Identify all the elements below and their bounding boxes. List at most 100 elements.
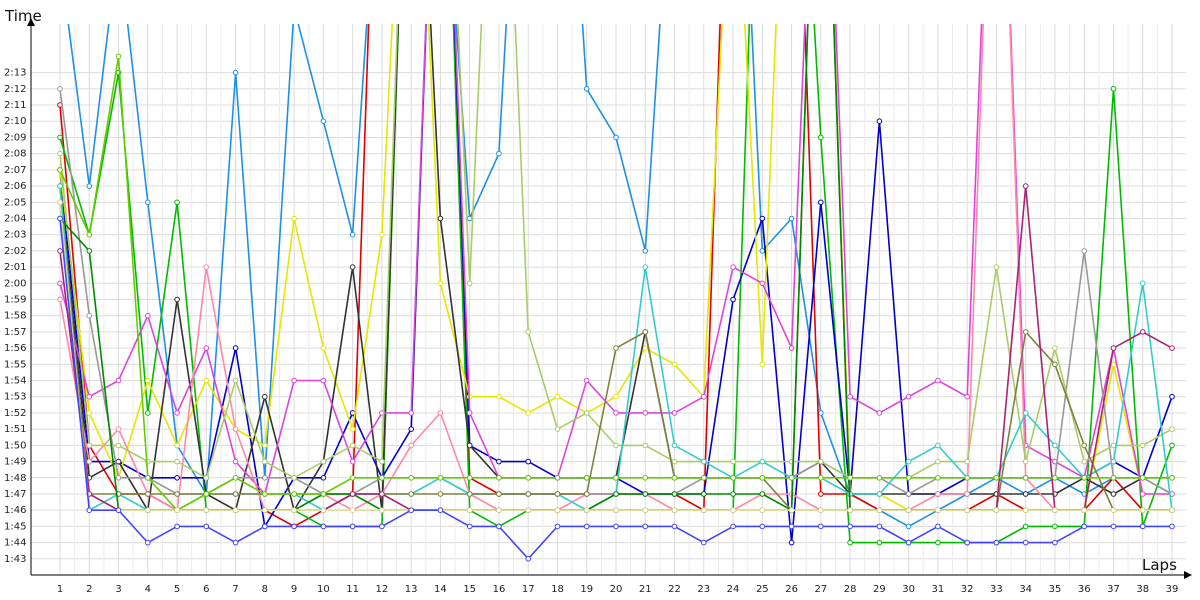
data-point <box>935 377 941 384</box>
data-point <box>86 442 93 449</box>
data-point <box>86 312 93 319</box>
y-tick-label: 1:58 <box>4 311 26 322</box>
data-point <box>466 475 473 481</box>
y-tick-label: 2:00 <box>4 278 26 289</box>
data-point <box>730 491 736 497</box>
x-tick-label: 31 <box>932 584 945 595</box>
x-tick-label: 32 <box>961 584 974 595</box>
data-point <box>174 199 180 206</box>
y-tick-label: 1:53 <box>4 392 26 403</box>
data-point <box>291 523 297 530</box>
data-point <box>818 199 824 206</box>
data-point <box>232 539 239 546</box>
y-tick-label: 1:45 <box>4 521 26 532</box>
data-point <box>1139 507 1146 514</box>
series-17 <box>57 215 1175 562</box>
data-point <box>1022 410 1029 416</box>
data-point <box>379 507 385 514</box>
y-tick-label: 1:48 <box>4 473 26 484</box>
y-tick-label: 1:52 <box>4 408 26 419</box>
data-point <box>437 215 444 222</box>
data-point <box>1022 523 1029 530</box>
data-point <box>262 491 268 497</box>
series-10 <box>57 24 1175 481</box>
data-point <box>876 507 883 514</box>
data-point <box>788 475 795 481</box>
data-point <box>1139 442 1146 449</box>
data-point <box>759 523 766 530</box>
data-point <box>349 442 356 449</box>
data-point <box>759 475 766 481</box>
data-point <box>57 248 63 254</box>
x-tick-label: 19 <box>580 584 593 595</box>
data-point <box>145 507 151 514</box>
data-point <box>408 507 415 514</box>
data-point <box>379 231 385 238</box>
y-tick-label: 1:43 <box>4 554 26 565</box>
data-point <box>818 458 824 465</box>
data-point <box>1052 442 1058 449</box>
data-point <box>115 426 122 432</box>
tick-labels: 1:43 1:44 1:45 1:46 1:47 1:48 1:49 1:50 1:51 1:52… <box>4 68 1178 595</box>
data-point <box>437 507 444 514</box>
data-point <box>145 199 151 206</box>
y-tick-label: 2:09 <box>4 132 26 143</box>
data-point <box>57 183 63 189</box>
data-point <box>642 248 649 254</box>
x-tick-label: 35 <box>1049 584 1062 595</box>
data-point <box>203 523 210 530</box>
data-point <box>964 491 971 497</box>
data-point <box>57 280 63 287</box>
data-point <box>496 458 502 465</box>
data-point <box>86 231 93 238</box>
data-point <box>320 377 327 384</box>
data-point <box>1081 507 1087 514</box>
data-point <box>759 458 766 465</box>
data-point <box>905 475 912 481</box>
data-point <box>1110 345 1117 351</box>
y-tick-label: 2:03 <box>4 230 26 241</box>
axes <box>27 18 1192 579</box>
data-point <box>935 458 941 465</box>
data-point <box>174 507 180 514</box>
data-point <box>232 69 239 76</box>
x-tick-label: 20 <box>610 584 623 595</box>
data-point <box>232 345 239 351</box>
data-point <box>671 491 678 497</box>
data-point <box>671 523 678 530</box>
data-point <box>993 264 1000 270</box>
data-point <box>1110 475 1117 481</box>
data-point <box>1081 442 1087 449</box>
x-tick-label: 16 <box>493 584 506 595</box>
data-point <box>1110 507 1117 514</box>
data-point <box>525 507 532 514</box>
data-point <box>613 410 619 416</box>
data-point <box>57 167 63 173</box>
data-point <box>847 523 853 530</box>
x-tick-label: 37 <box>1107 584 1120 595</box>
data-point <box>905 393 912 400</box>
y-tick-label: 2:06 <box>4 181 26 192</box>
data-point <box>847 539 853 546</box>
data-point <box>876 523 883 530</box>
data-point <box>496 491 502 497</box>
data-point <box>701 507 707 514</box>
data-point <box>174 458 180 465</box>
y-tick-label: 1:44 <box>4 538 26 549</box>
data-point <box>1169 393 1175 400</box>
data-point <box>671 458 678 465</box>
data-point <box>1022 458 1029 465</box>
data-point <box>145 410 151 416</box>
data-point <box>86 183 93 189</box>
data-point <box>174 442 180 449</box>
y-tick-label: 2:10 <box>4 116 26 127</box>
data-point <box>379 458 385 465</box>
data-point <box>613 491 619 497</box>
data-point <box>1169 345 1175 351</box>
data-point <box>1110 491 1117 497</box>
data-point <box>964 458 971 465</box>
x-axis-title: Laps <box>1142 556 1177 574</box>
data-point <box>935 442 941 449</box>
data-point <box>174 523 180 530</box>
data-point <box>145 312 151 319</box>
